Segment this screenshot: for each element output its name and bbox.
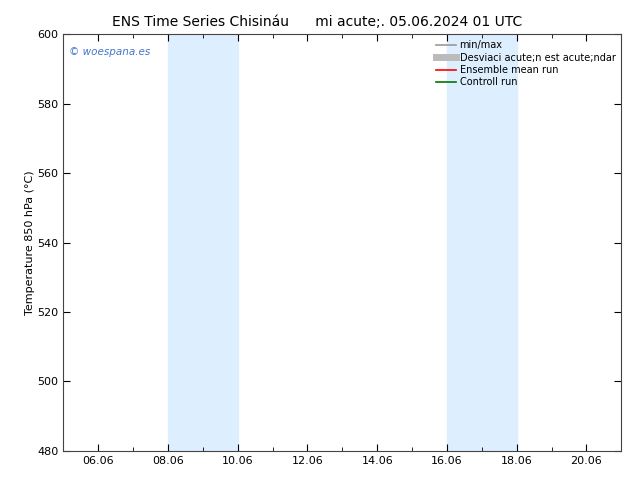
Y-axis label: Temperature 850 hPa (°C): Temperature 850 hPa (°C)	[25, 170, 34, 315]
Legend: min/max, Desviaci acute;n est acute;ndar, Ensemble mean run, Controll run: min/max, Desviaci acute;n est acute;ndar…	[432, 36, 619, 91]
Text: ENS Time Series Chisináu      mi acute;. 05.06.2024 01 UTC: ENS Time Series Chisináu mi acute;. 05.0…	[112, 15, 522, 29]
Text: © woespana.es: © woespana.es	[69, 47, 150, 57]
Bar	[168, 34, 238, 451]
Bar	[447, 34, 517, 451]
